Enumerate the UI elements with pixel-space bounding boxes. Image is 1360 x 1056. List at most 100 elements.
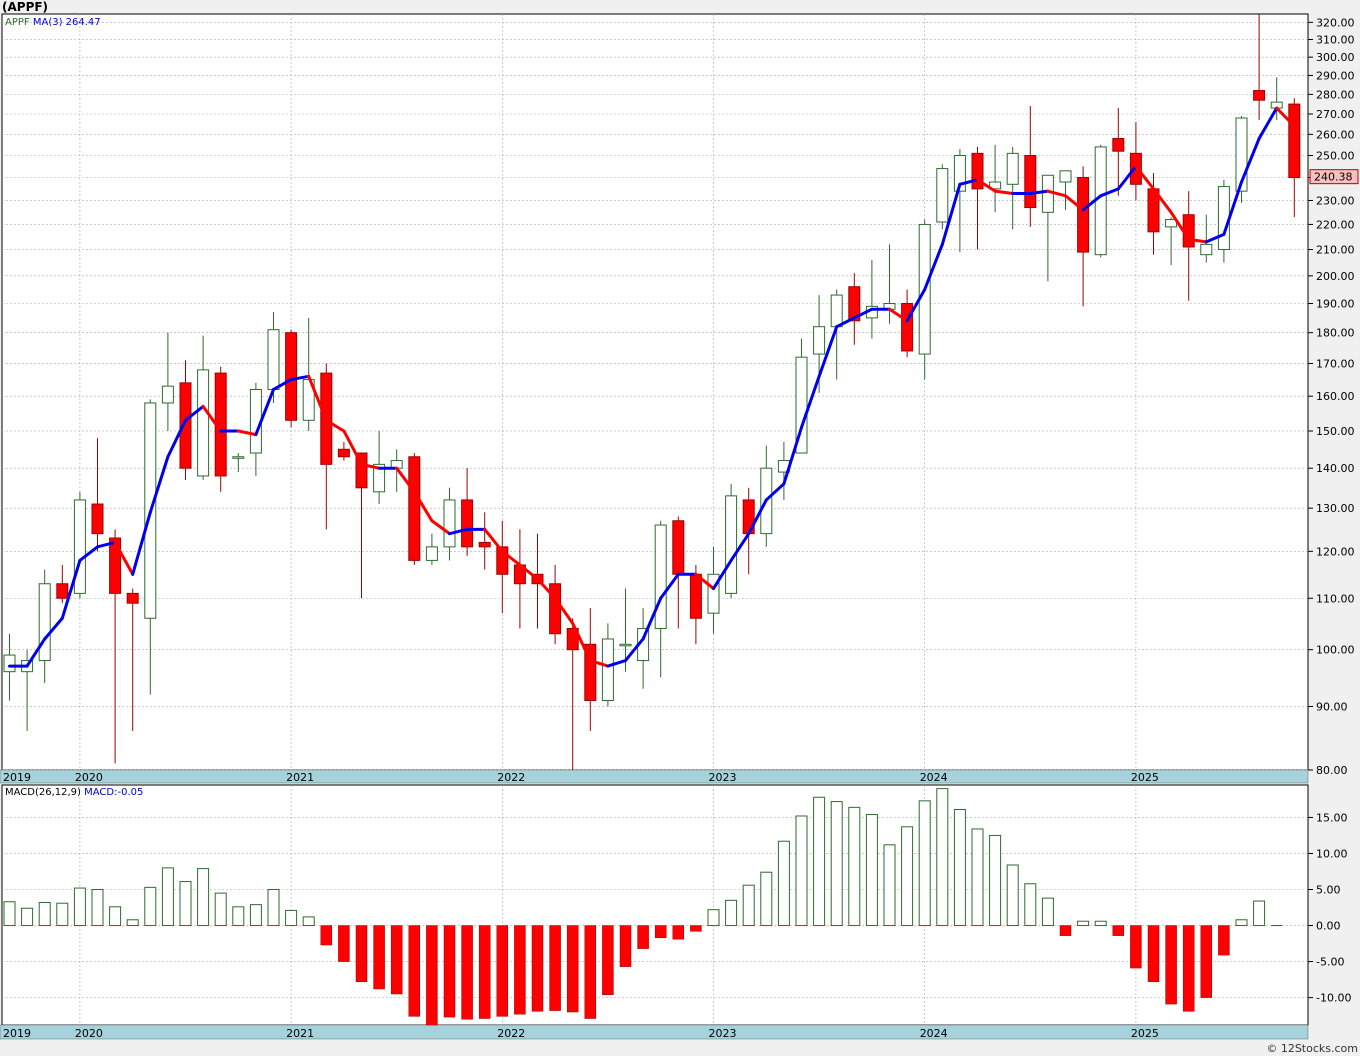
candle-body	[267, 329, 280, 390]
y-tick-label: 80.00	[1316, 764, 1348, 777]
candle-body	[38, 583, 51, 662]
macd-bar	[91, 889, 104, 927]
candle-body	[953, 154, 966, 192]
candle-body	[91, 503, 104, 535]
macd-bar	[267, 889, 280, 927]
candle-body	[848, 286, 861, 322]
candle-body	[936, 168, 949, 223]
macd-bar	[249, 904, 262, 927]
macd-bar	[690, 925, 702, 932]
candle-body	[1041, 174, 1054, 213]
macd-bar	[1130, 925, 1142, 969]
ma-line-segment	[976, 178, 997, 193]
y-tick-label: 230.00	[1316, 194, 1355, 207]
macd-bar	[38, 901, 51, 927]
ma-line-segment	[905, 287, 927, 323]
macd-bar	[355, 925, 368, 983]
y-tick-label: 270.00	[1316, 108, 1355, 121]
macd-bar	[1182, 925, 1195, 1012]
macd-bar	[883, 844, 896, 927]
candle-body	[689, 573, 702, 619]
y-tick-label: 190.00	[1316, 298, 1355, 311]
candle-body	[1094, 146, 1107, 256]
ma-line-segment	[412, 490, 434, 523]
macd-bar	[302, 916, 315, 927]
macd-bar	[813, 796, 826, 927]
macd-bar	[672, 925, 685, 940]
candle-body	[337, 448, 350, 458]
macd-bar	[1147, 925, 1160, 983]
candle-body	[725, 495, 738, 594]
macd-bar	[953, 809, 966, 927]
macd-bar	[144, 886, 157, 927]
macd-bar	[426, 925, 438, 1026]
ma-line-segment	[483, 527, 504, 553]
macd-bar	[21, 907, 34, 927]
macd-bar	[126, 919, 139, 927]
ma-line-segment	[694, 572, 715, 591]
macd-bar	[725, 899, 738, 927]
macd-bar	[1006, 864, 1019, 927]
ma-line-segment	[148, 455, 170, 514]
x-tick-label: 2020	[75, 771, 103, 784]
macd-bar	[179, 881, 192, 927]
ma-line-segment	[571, 621, 592, 663]
y-tick-label: 290.00	[1316, 69, 1355, 82]
candle-body	[584, 643, 597, 702]
macd-bar	[654, 925, 667, 939]
macd-bar	[619, 925, 632, 967]
candle-body	[672, 520, 685, 575]
candle-body	[549, 583, 562, 635]
candle-body	[355, 452, 368, 489]
ma-line-segment	[641, 596, 663, 641]
x-tick-label: 2024	[920, 771, 948, 784]
macd-bar	[1024, 883, 1037, 927]
ma-line-segment	[272, 378, 293, 391]
candle-body	[1235, 117, 1248, 192]
x-tick-label: 2025	[1131, 1027, 1159, 1040]
ma-line-segment	[729, 532, 751, 562]
ma-line-segment	[1240, 137, 1261, 184]
x-axis-bar	[0, 1024, 1309, 1040]
macd-bar	[73, 887, 86, 927]
price-legend: APPF MA(3) 264.47	[5, 17, 101, 28]
ma-line-segment	[1275, 106, 1296, 128]
macd-bar	[443, 925, 456, 1018]
ma-line-segment	[1064, 194, 1085, 212]
ma-line-segment	[1222, 180, 1243, 236]
macd-bar	[936, 788, 949, 927]
candle-body	[161, 385, 174, 404]
ma-line-segment	[236, 429, 258, 437]
ma-line-segment	[43, 616, 64, 641]
y-tick-label: 260.00	[1316, 128, 1355, 141]
ma-line-segment	[888, 307, 909, 323]
macd-bar	[531, 925, 544, 1012]
ma-line-segment	[1187, 237, 1208, 244]
ma-line-segment	[342, 429, 363, 466]
ma-line-segment	[782, 425, 803, 486]
candle-body	[1200, 243, 1213, 256]
ma-line-segment	[518, 563, 539, 581]
ma-line-segment	[624, 637, 645, 663]
x-tick-label: 2019	[3, 1027, 31, 1040]
x-tick-label: 2024	[920, 1027, 948, 1040]
macd-bar	[901, 826, 914, 927]
macd-bar	[161, 867, 174, 927]
candle-body	[901, 303, 914, 352]
x-tick-label: 2023	[709, 771, 737, 784]
candle-body	[1006, 152, 1019, 185]
macd-bar	[1200, 925, 1213, 998]
macd-bar	[1041, 897, 1054, 927]
ma-line-segment	[536, 577, 557, 600]
candle-body	[478, 541, 491, 548]
page-title: (APPF)	[2, 0, 49, 14]
x-tick-label: 2022	[497, 771, 525, 784]
candle-body	[197, 369, 210, 477]
y-tick-label: 300.00	[1316, 51, 1355, 64]
y-tick-label: -10.00	[1316, 992, 1351, 1005]
candle-body	[813, 326, 826, 355]
y-tick-label: 100.00	[1316, 644, 1355, 657]
candle-body	[654, 524, 667, 630]
macd-bar	[865, 814, 878, 927]
candle-body	[126, 592, 139, 604]
